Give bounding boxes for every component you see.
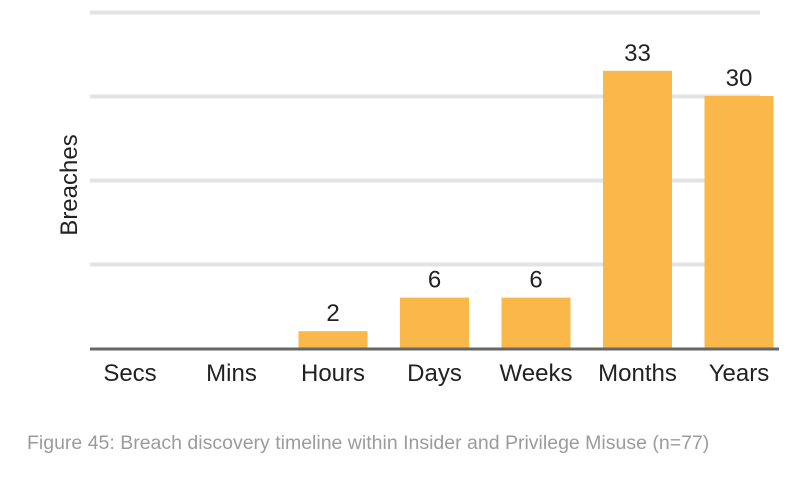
data-label: 6 bbox=[529, 267, 542, 294]
x-tick-label: Years bbox=[709, 360, 770, 387]
bar bbox=[501, 297, 571, 348]
data-label: 2 bbox=[326, 300, 339, 327]
bar-chart: 2 6 6 33 30 Secs Mins Hours Days Weeks Months Year… bbox=[56, 10, 779, 387]
x-tick-label: Secs bbox=[103, 360, 156, 387]
data-label: 30 bbox=[726, 65, 753, 92]
x-tick-label: Months bbox=[598, 360, 677, 387]
data-label: 33 bbox=[624, 40, 651, 67]
bar bbox=[603, 70, 672, 349]
data-label: 6 bbox=[428, 267, 441, 294]
bar bbox=[400, 297, 469, 348]
bar bbox=[298, 331, 368, 348]
x-tick-label: Weeks bbox=[500, 360, 573, 387]
x-tick-label: Days bbox=[407, 360, 462, 387]
x-tick-label: Mins bbox=[206, 360, 257, 387]
x-tick-label: Hours bbox=[301, 360, 365, 387]
figure-caption: Figure 45: Breach discovery timeline wit… bbox=[27, 432, 710, 454]
bar bbox=[704, 96, 774, 348]
data-labels: 2 6 6 33 30 bbox=[326, 40, 752, 327]
bars bbox=[298, 70, 774, 349]
y-axis-label: Breaches bbox=[56, 134, 83, 235]
x-axis-tick-labels: Secs Mins Hours Days Weeks Months Years bbox=[103, 360, 769, 387]
